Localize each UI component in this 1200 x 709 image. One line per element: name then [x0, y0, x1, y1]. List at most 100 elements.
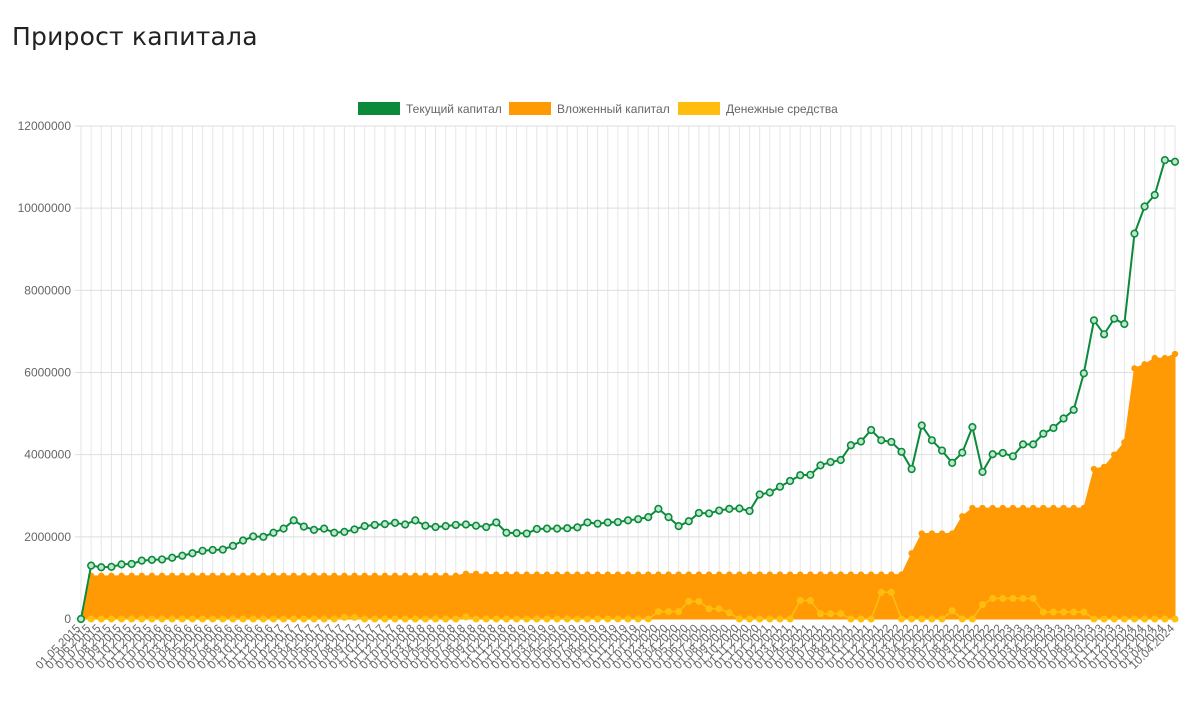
current-capital-point — [867, 425, 876, 435]
invested-capital-point — [614, 571, 622, 578]
current-capital-point — [634, 515, 643, 524]
current-capital-point — [613, 517, 622, 527]
cash-point — [634, 615, 642, 623]
cash-point — [239, 615, 247, 623]
invested-capital-point — [948, 530, 956, 537]
current-capital-point — [87, 561, 96, 570]
invested-capital-point — [665, 571, 672, 578]
invested-capital-point — [179, 572, 186, 580]
current-capital-point — [654, 504, 663, 513]
cash-point — [158, 615, 166, 623]
current-capital-point — [401, 520, 410, 529]
current-capital-point — [836, 455, 845, 465]
current-capital-point — [816, 461, 825, 470]
current-capital-point — [715, 506, 724, 515]
invested-capital-point — [847, 571, 855, 578]
invested-capital-point — [574, 571, 581, 578]
current-capital-point — [370, 520, 379, 530]
cash-point — [725, 609, 733, 617]
invested-capital-point — [503, 571, 510, 578]
current-capital-point — [1008, 452, 1018, 461]
current-capital-point — [380, 519, 389, 529]
y-tick-label: 2000000 — [24, 530, 71, 544]
cash-point — [1029, 594, 1037, 602]
current-capital-point — [522, 529, 531, 538]
cash-point — [330, 615, 338, 623]
cash-point — [1070, 608, 1078, 616]
invested-capital-point — [715, 571, 723, 578]
cash-point — [492, 615, 500, 623]
legend[interactable]: Текущий капитал Вложенный капитал Денежные… — [358, 102, 838, 116]
cash-point — [887, 588, 895, 596]
invested-capital-point — [918, 530, 925, 537]
current-capital-point — [563, 524, 572, 533]
invested-capital-point — [493, 571, 500, 578]
invested-capital-point — [391, 572, 399, 580]
current-capital-point — [1018, 440, 1028, 449]
cash-point — [320, 615, 328, 623]
cash-point — [371, 615, 379, 623]
invested-capital-point — [624, 571, 632, 578]
cash-point — [867, 615, 875, 623]
invested-capital-point — [310, 572, 318, 580]
current-capital-point — [583, 518, 592, 527]
legend-swatch — [358, 102, 400, 115]
invested-capital-point — [827, 571, 834, 578]
current-capital-point — [461, 520, 471, 529]
current-capital-point — [937, 446, 947, 455]
cash-point — [898, 615, 905, 623]
current-capital-point — [168, 553, 177, 562]
cash-point — [908, 615, 916, 623]
cash-point — [107, 615, 115, 623]
invested-capital-point — [1009, 504, 1017, 512]
current-capital-point — [107, 562, 116, 571]
invested-capital-point — [168, 572, 176, 580]
legend-item[interactable]: Денежные средства — [678, 102, 838, 116]
cash-point — [918, 615, 926, 623]
invested-capital-point — [726, 571, 733, 578]
current-capital-point — [1029, 440, 1038, 449]
current-capital-point — [147, 555, 157, 564]
cash-point — [502, 615, 510, 623]
current-capital-point — [340, 527, 349, 537]
invested-capital-point — [118, 572, 125, 580]
cash-point — [442, 615, 450, 623]
invested-capital-point — [280, 572, 287, 580]
current-capital-point — [502, 528, 511, 537]
grid — [75, 125, 1176, 620]
cash-point — [553, 615, 561, 623]
invested-capital-point — [989, 504, 996, 512]
invested-capital-point — [462, 570, 470, 578]
invested-capital-point — [1080, 504, 1088, 512]
cash-point — [118, 615, 126, 623]
invested-capital-point — [250, 572, 257, 580]
legend-swatch — [509, 102, 551, 115]
current-capital-point — [704, 509, 714, 518]
legend-item[interactable]: Текущий капитал — [358, 102, 502, 116]
cash-point — [837, 610, 845, 618]
legend-label: Вложенный капитал — [557, 102, 670, 116]
invested-capital-point — [361, 572, 368, 580]
cash-point — [138, 615, 146, 623]
cash-point — [675, 608, 683, 616]
invested-capital-point — [1131, 365, 1138, 372]
cash-point — [968, 615, 976, 623]
current-capital-point — [1130, 229, 1139, 238]
cash-point — [847, 615, 855, 623]
legend-item[interactable]: Вложенный капитал — [509, 102, 670, 116]
current-capital-point — [482, 522, 491, 532]
current-capital-point — [198, 546, 207, 555]
current-capital-point — [542, 524, 552, 533]
cash-point — [705, 605, 713, 613]
cash-point — [1009, 594, 1017, 602]
invested-capital-point — [1141, 361, 1148, 368]
invested-capital-point — [756, 571, 763, 578]
cash-point — [472, 615, 480, 623]
cash-point — [381, 615, 389, 623]
invested-capital-point — [705, 571, 713, 578]
current-capital-point — [178, 551, 187, 560]
cash-point — [594, 615, 602, 623]
invested-capital-point — [1060, 504, 1067, 512]
invested-capital-point — [857, 571, 865, 578]
cash-point — [999, 594, 1007, 602]
